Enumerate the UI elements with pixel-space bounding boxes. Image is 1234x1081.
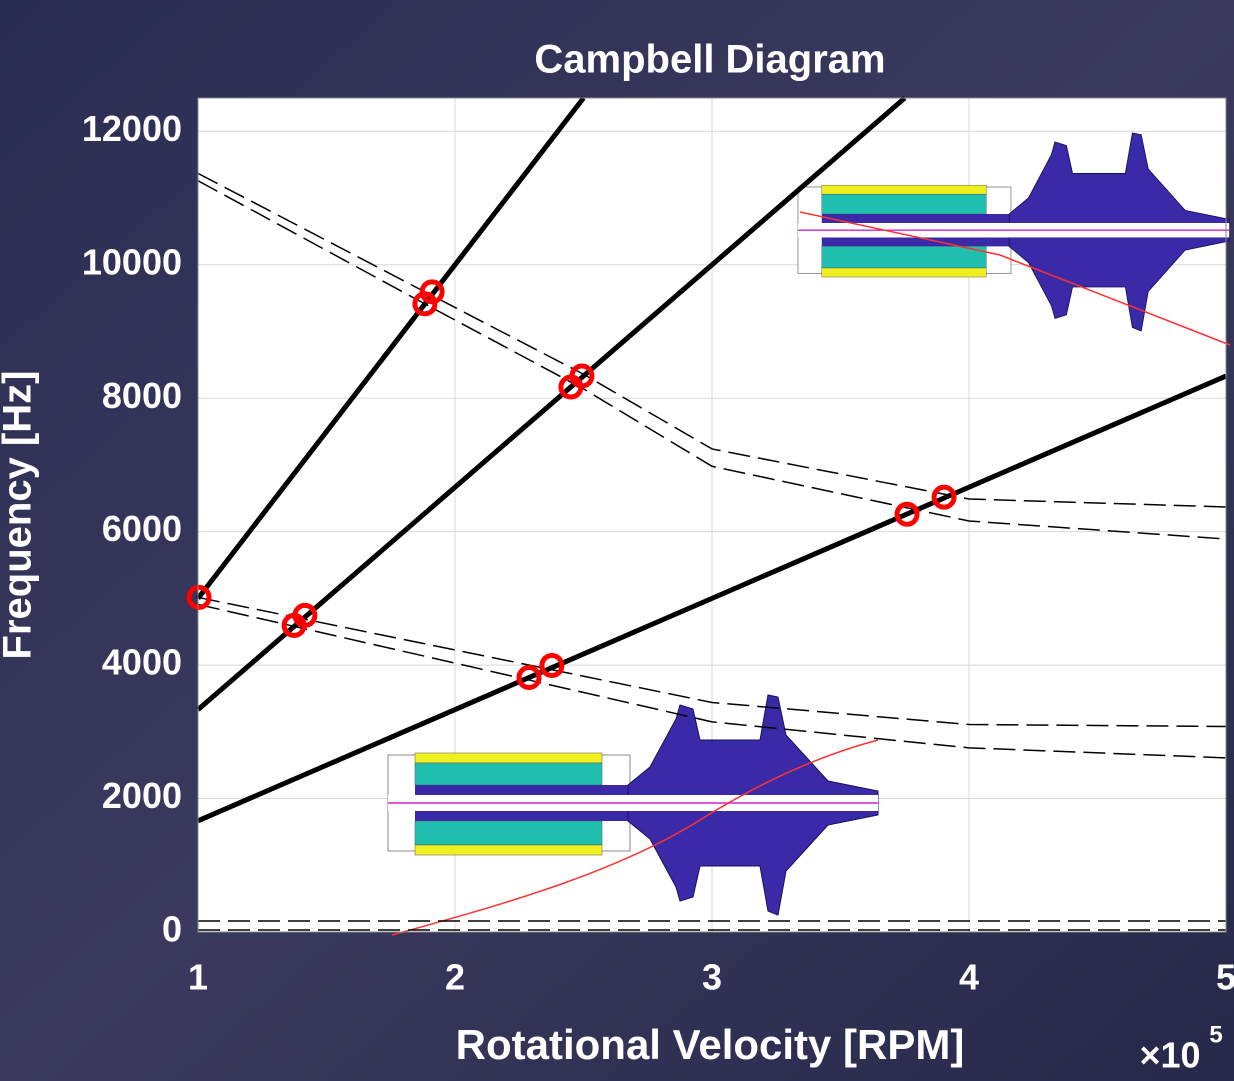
y-tick-label: 6000 (102, 508, 182, 549)
x-tick-label: 3 (702, 957, 722, 998)
y-tick-label: 8000 (102, 375, 182, 416)
page: Campbell Diagram Rotational Velocity [RP… (0, 0, 1234, 1081)
x-multiplier-exponent: 5 (1209, 1021, 1222, 1048)
y-tick-label: 12000 (82, 108, 182, 149)
y-axis-label: Frequency [Hz] (0, 371, 40, 660)
x-multiplier: ×10 (1139, 1035, 1200, 1076)
x-tick-label: 1 (188, 957, 208, 998)
y-tick-label: 10000 (82, 241, 182, 282)
chart-title: Campbell Diagram (534, 38, 885, 82)
y-tick-label: 2000 (102, 775, 182, 816)
x-axis-label: Rotational Velocity [RPM] (456, 1021, 965, 1068)
chart: Campbell Diagram Rotational Velocity [RP… (0, 0, 1234, 1081)
x-tick-label: 4 (959, 957, 979, 998)
y-tick-label: 0 (162, 909, 182, 950)
x-tick-label: 5 (1216, 957, 1234, 998)
x-tick-label: 2 (445, 957, 465, 998)
y-tick-label: 4000 (102, 642, 182, 683)
